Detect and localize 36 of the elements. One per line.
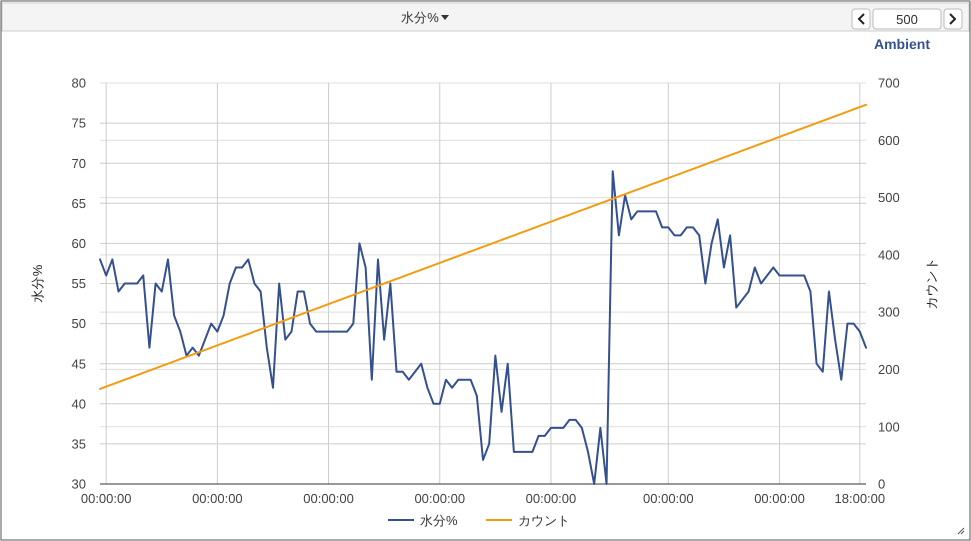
- x-tick-label: 00:00:00: [754, 491, 805, 506]
- x-tick-label: 00:00:00: [526, 491, 576, 506]
- x-tick-label: 00:00:00: [192, 491, 243, 506]
- y2-tick-label: 0: [878, 476, 886, 492]
- y-axis-title: 水分%: [30, 264, 45, 302]
- x-tick-label: 00:00:00: [643, 491, 694, 506]
- y2-tick-label: 400: [878, 247, 900, 262]
- y-tick-label: 50: [72, 316, 86, 332]
- y2-tick-label: 500: [878, 190, 900, 206]
- x-tick-label: 00:00:00: [80, 491, 132, 506]
- legend-label: カウント: [518, 513, 570, 528]
- y-tick-label: 65: [72, 196, 86, 211]
- y-tick-label: 75: [72, 116, 86, 131]
- x-tick-label: 00:00:00: [303, 491, 354, 506]
- y-tick-label: 60: [72, 236, 86, 251]
- legend-label: 水分%: [420, 513, 458, 528]
- y-tick-label: 80: [72, 76, 86, 91]
- y2-tick-label: 600: [878, 132, 900, 148]
- chart-title: 水分%: [401, 10, 440, 25]
- y-tick-label: 35: [72, 436, 86, 452]
- y2-tick-label: 100: [878, 419, 900, 434]
- y-tick-label: 45: [72, 356, 86, 372]
- y-tick-label: 70: [72, 156, 86, 171]
- text: Ambient: [874, 36, 930, 52]
- x-tick-label: 18:00:00: [834, 491, 886, 506]
- text: 500: [896, 12, 918, 27]
- line-series: [99, 170, 867, 485]
- y-tick-label: 30: [72, 476, 86, 492]
- y2-axis-title: カウント: [924, 258, 939, 310]
- x-tick-label: 00:00:00: [414, 491, 466, 506]
- y2-tick-label: 300: [878, 304, 900, 320]
- y-tick-label: 55: [72, 276, 86, 292]
- line-series: [99, 104, 867, 390]
- y2-tick-label: 200: [878, 362, 900, 377]
- y2-tick-label: 700: [878, 76, 900, 91]
- y-tick-label: 40: [72, 396, 86, 412]
